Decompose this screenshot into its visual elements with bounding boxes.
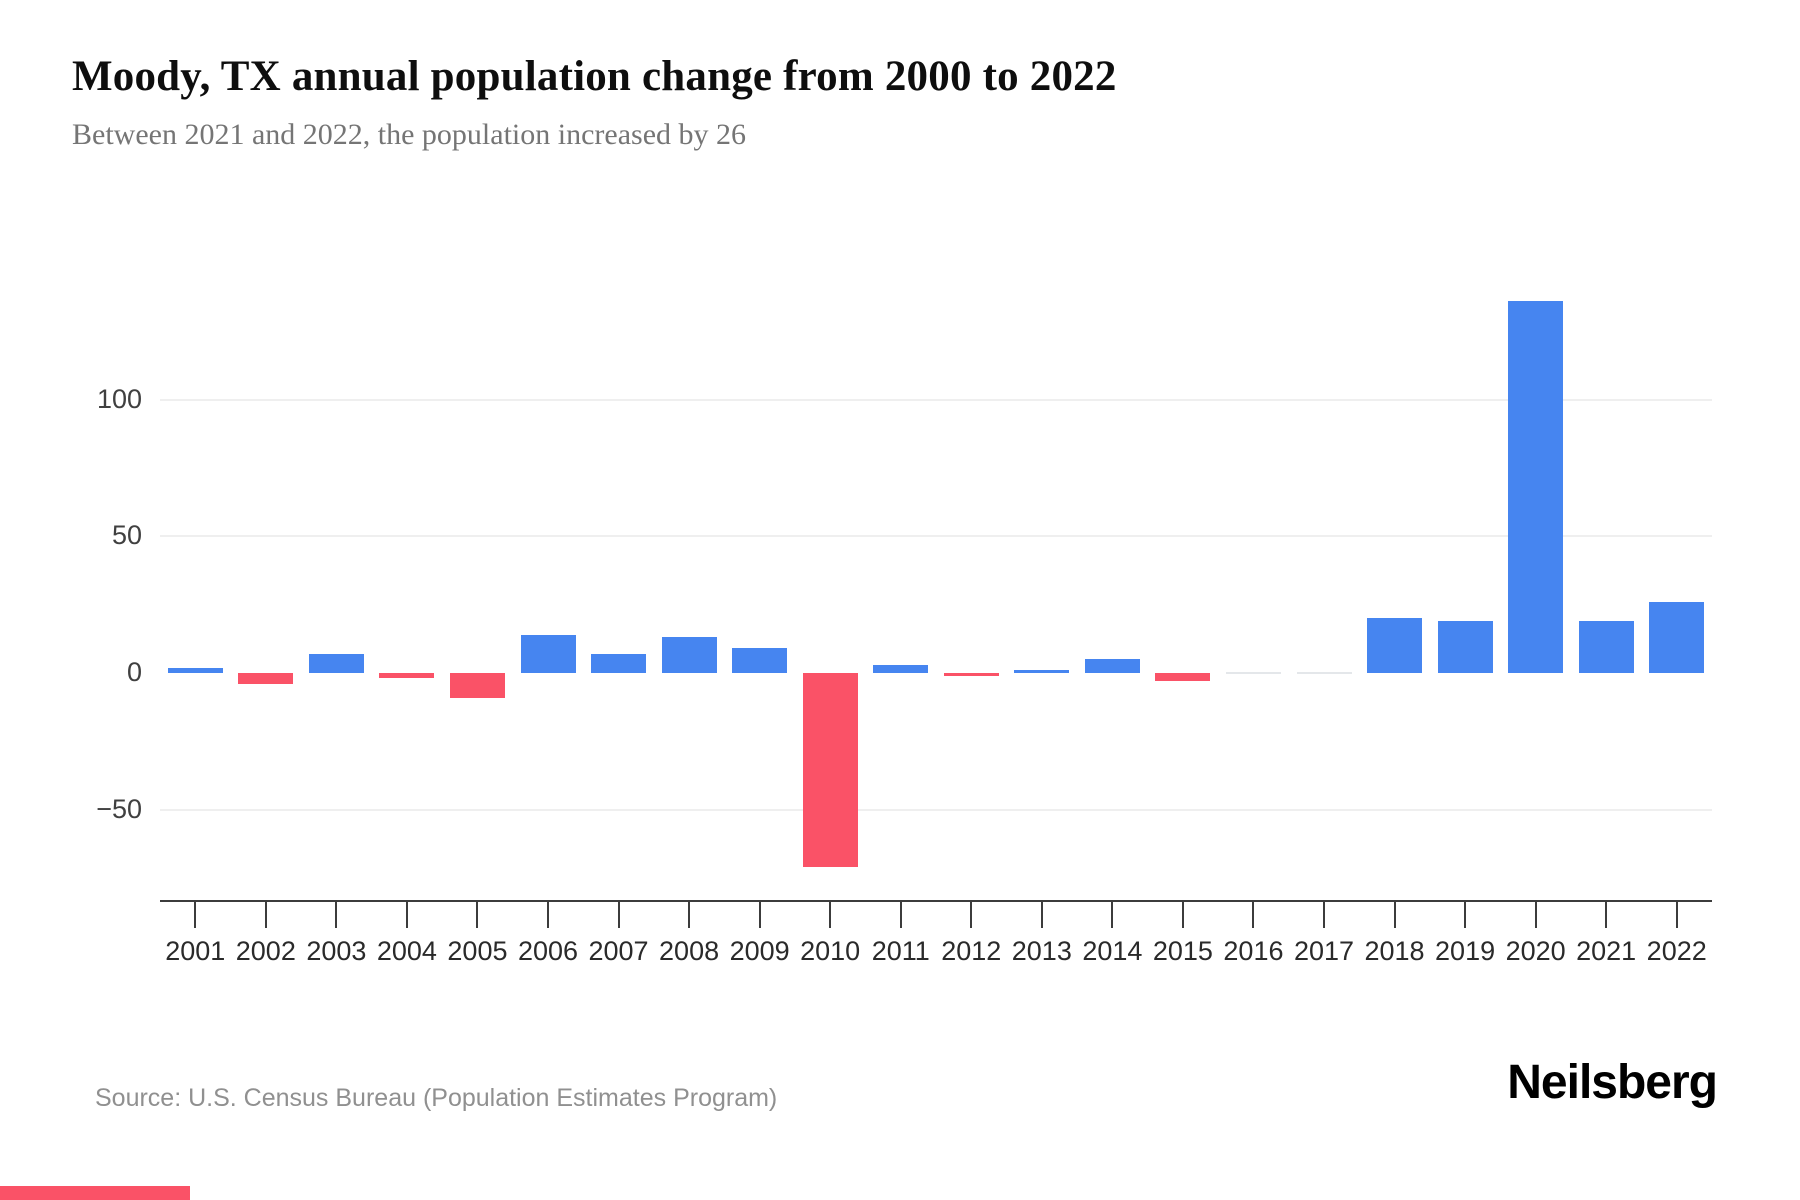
x-axis-label-2018: 2018 xyxy=(1364,936,1425,966)
x-tick-2015 xyxy=(1181,902,1184,928)
x-tick-2005 xyxy=(476,902,479,928)
x-axis-label-2008: 2008 xyxy=(659,936,720,966)
bar-2012[interactable] xyxy=(943,673,999,676)
bar-2015[interactable] xyxy=(1155,673,1211,682)
bar-2014[interactable] xyxy=(1084,659,1140,673)
bar-2003[interactable] xyxy=(308,653,364,673)
x-tick-2020 xyxy=(1534,902,1537,928)
x-axis-label-2015: 2015 xyxy=(1152,936,1213,966)
y-axis-label-100: 100 xyxy=(96,383,142,414)
x-axis-label-2007: 2007 xyxy=(588,936,649,966)
x-axis-label-2020: 2020 xyxy=(1505,936,1566,966)
y-axis-label-50: 50 xyxy=(111,520,142,551)
x-tick-2017 xyxy=(1323,902,1325,928)
x-axis-label-2021: 2021 xyxy=(1576,936,1637,966)
x-tick-2010 xyxy=(829,902,832,928)
x-tick-2007 xyxy=(617,902,620,928)
x-tick-2014 xyxy=(1111,902,1114,928)
x-axis-label-2002: 2002 xyxy=(235,936,296,966)
x-axis-label-2014: 2014 xyxy=(1082,936,1143,966)
x-axis-label-2006: 2006 xyxy=(517,936,579,966)
x-axis-label-2016: 2016 xyxy=(1223,936,1284,966)
bar-2021[interactable] xyxy=(1578,621,1634,673)
bar-2016[interactable] xyxy=(1225,672,1281,674)
x-axis-label-2010: 2010 xyxy=(800,936,861,966)
x-tick-2021 xyxy=(1605,902,1608,928)
bar-2006[interactable] xyxy=(520,634,576,673)
bar-chart: 2001 2002 2003 2004 2005 2006 2007 2008 2009 2010… xyxy=(96,240,1712,1000)
x-tick-2002 xyxy=(264,902,267,928)
gridline-50 xyxy=(160,535,1712,538)
y-axis-label--50: −50 xyxy=(96,793,142,824)
x-axis-label-2013: 2013 xyxy=(1011,936,1072,966)
x-tick-2004 xyxy=(405,902,408,928)
x-tick-2018 xyxy=(1393,902,1396,928)
bar-2002[interactable] xyxy=(238,673,294,684)
chart-subtitle: Between 2021 and 2022, the population in… xyxy=(72,118,747,151)
x-axis-label-2019: 2019 xyxy=(1435,936,1496,966)
bar-2011[interactable] xyxy=(873,664,929,673)
x-tick-2001 xyxy=(194,902,197,928)
bar-2020[interactable] xyxy=(1508,301,1564,673)
brand-accent-strip xyxy=(0,1186,190,1200)
x-tick-2013 xyxy=(1040,902,1043,928)
x-axis-label-2004: 2004 xyxy=(376,936,437,966)
bar-2018[interactable] xyxy=(1367,618,1423,673)
plot-area xyxy=(160,240,1712,900)
x-axis-label-2001: 2001 xyxy=(165,936,226,966)
x-tick-2019 xyxy=(1464,902,1467,928)
chart-title: Moody, TX annual population change from … xyxy=(72,53,1117,100)
gridline-100 xyxy=(160,398,1712,401)
bar-2008[interactable] xyxy=(661,637,717,673)
x-axis-label-2011: 2011 xyxy=(871,936,930,966)
x-axis-line xyxy=(160,900,1712,902)
x-axis-label-2005: 2005 xyxy=(447,936,508,966)
bar-2005[interactable] xyxy=(449,673,505,698)
bar-2009[interactable] xyxy=(732,648,788,673)
x-axis-label-2009: 2009 xyxy=(729,936,790,966)
x-tick-2006 xyxy=(547,902,549,928)
x-tick-2003 xyxy=(335,902,338,928)
bar-2004[interactable] xyxy=(379,673,435,679)
bar-2001[interactable] xyxy=(167,667,223,673)
gridline--50 xyxy=(160,808,1712,811)
x-tick-2016 xyxy=(1252,902,1255,928)
x-tick-2009 xyxy=(758,902,761,928)
x-axis-label-2012: 2012 xyxy=(941,936,1002,966)
bar-2010[interactable] xyxy=(802,673,858,868)
x-axis-label-2022: 2022 xyxy=(1646,936,1707,966)
x-tick-2011 xyxy=(899,902,902,928)
bar-2017[interactable] xyxy=(1296,672,1352,674)
x-tick-2012 xyxy=(970,902,973,928)
bar-2007[interactable] xyxy=(591,653,647,673)
x-axis-label-2017: 2017 xyxy=(1293,936,1355,966)
bar-2022[interactable] xyxy=(1649,601,1705,673)
bar-2013[interactable] xyxy=(1014,670,1070,673)
bar-2019[interactable] xyxy=(1437,621,1493,673)
x-tick-2008 xyxy=(688,902,691,928)
x-axis-label-2003: 2003 xyxy=(306,936,367,966)
source-note: Source: U.S. Census Bureau (Population E… xyxy=(95,1084,778,1112)
x-tick-2022 xyxy=(1675,902,1678,928)
y-axis-label-0: 0 xyxy=(126,657,142,687)
neilsberg-logo: Neilsberg xyxy=(1507,1056,1718,1109)
